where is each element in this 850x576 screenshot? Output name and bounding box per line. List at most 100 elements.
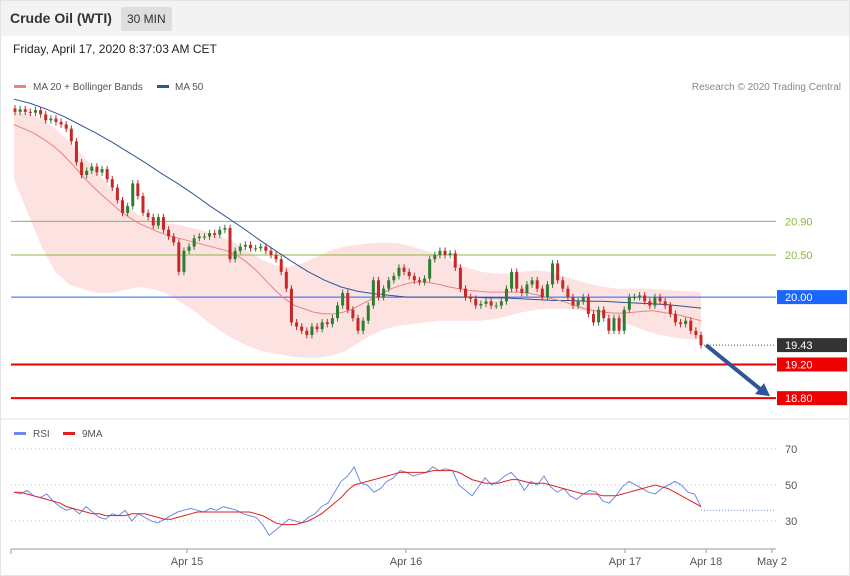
candle-body <box>289 288 293 323</box>
candle-body <box>274 255 278 260</box>
candle-body <box>218 229 222 235</box>
candle-body <box>673 313 677 323</box>
candle-body <box>126 206 130 213</box>
candle-body <box>172 236 176 243</box>
candle-body <box>187 246 191 251</box>
x-tick-label: May 2 <box>757 556 787 568</box>
candle-body <box>494 305 498 307</box>
candle-body <box>653 297 657 306</box>
candle-body <box>141 196 145 213</box>
candle-body <box>18 109 22 112</box>
level-label-resistance: 20.50 <box>785 250 813 262</box>
candle-body <box>632 297 636 299</box>
candle-body <box>366 305 370 321</box>
candle-body <box>387 280 391 289</box>
candle-body <box>499 301 503 306</box>
candle-body <box>228 228 232 260</box>
candle-body <box>13 108 17 112</box>
candle-body <box>458 267 462 289</box>
forecast-arrow-shaft <box>704 343 766 394</box>
legend-label-rsi-ma: 9MA <box>82 429 103 440</box>
x-tick-label: Apr 16 <box>390 556 422 568</box>
candle-body <box>561 280 565 289</box>
candle-body <box>248 244 252 249</box>
candle-body <box>679 322 683 325</box>
candle-body <box>545 284 549 298</box>
legend-swatch-rsi-ma <box>63 432 75 435</box>
level-tag-support <box>777 391 847 406</box>
candle-body <box>556 263 560 281</box>
candle-body <box>566 288 570 298</box>
candle-body <box>591 313 595 323</box>
candle-body <box>85 170 89 175</box>
rsi-line <box>13 465 702 537</box>
copyright: Research © 2020 Trading Central <box>692 82 841 93</box>
candle-body <box>223 228 227 230</box>
candle-body <box>336 305 340 319</box>
interval-badge[interactable]: 30 MIN <box>121 7 172 31</box>
instrument-title: Crude Oil (WTI) <box>10 10 112 26</box>
candle-body <box>479 303 483 306</box>
candle-body <box>433 255 437 260</box>
candle-body <box>586 297 590 314</box>
candle-body <box>69 128 73 142</box>
candle-body <box>254 248 258 250</box>
candle-body <box>269 250 273 255</box>
candle-body <box>407 271 411 277</box>
candle-body <box>238 246 242 251</box>
candle-body <box>382 288 386 298</box>
candle-body <box>520 288 524 293</box>
candle-body <box>346 292 350 310</box>
candle-body <box>658 297 662 302</box>
candle-body <box>530 280 534 285</box>
candles <box>13 105 703 349</box>
candle-body <box>167 229 171 237</box>
candle-body <box>284 271 288 289</box>
candle-body <box>668 305 672 314</box>
candle-body <box>402 267 406 272</box>
candle-body <box>213 233 217 235</box>
candle-body <box>202 236 206 238</box>
x-tick-label: Apr 17 <box>609 556 641 568</box>
timestamp: Friday, April 17, 2020 8:37:03 AM CET <box>13 42 217 56</box>
candle-body <box>581 297 585 302</box>
candle-body <box>330 318 334 325</box>
bollinger-band <box>14 111 701 358</box>
candle-body <box>448 253 452 255</box>
level-label-support: 19.20 <box>785 359 813 371</box>
candle-body <box>423 278 427 282</box>
candle-body <box>397 267 401 277</box>
candle-body <box>622 309 626 331</box>
candle-body <box>597 309 601 323</box>
candle-body <box>525 284 529 293</box>
candle-body <box>484 301 488 304</box>
candle-body <box>464 288 468 298</box>
level-label-pivot: 20.00 <box>785 292 813 304</box>
level-tag-pivot <box>777 290 847 305</box>
candle-body <box>535 280 539 289</box>
candle-body <box>259 246 263 249</box>
candle-body <box>39 110 43 115</box>
candle-body <box>571 297 575 306</box>
rsi-tick-label: 30 <box>785 516 797 528</box>
candle-body <box>612 318 616 331</box>
candle-body <box>136 183 140 197</box>
candle-body <box>663 301 667 306</box>
candle-body <box>504 288 508 302</box>
legend-swatch-ma50 <box>157 85 169 88</box>
candle-body <box>392 276 396 281</box>
candle-body <box>694 330 698 335</box>
candle-body <box>177 242 181 272</box>
candle-body <box>208 233 212 237</box>
candle-body <box>474 298 478 306</box>
ma20-line <box>13 124 702 322</box>
candle-body <box>320 322 324 330</box>
legend-label-ma50: MA 50 <box>175 82 204 93</box>
ma50-line <box>13 98 702 309</box>
candle-body <box>182 250 186 272</box>
candle-body <box>233 250 237 260</box>
candle-body <box>131 183 135 207</box>
candle-body <box>648 301 652 306</box>
candle-body <box>376 280 380 298</box>
